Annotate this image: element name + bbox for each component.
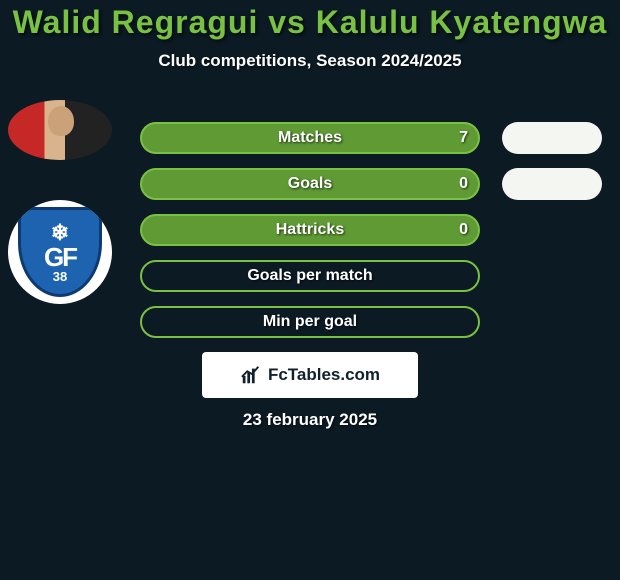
avatar-column: ❄ GF 38	[8, 100, 112, 304]
stat-left-value: 0	[459, 221, 468, 239]
stat-label: Goals	[288, 175, 332, 193]
brand-text: FcTables.com	[268, 365, 380, 385]
stat-label: Min per goal	[263, 313, 357, 331]
club-abbrev: GF	[44, 244, 76, 270]
brand-box: FcTables.com	[202, 352, 418, 398]
pill-spacer	[502, 306, 602, 338]
pill-spacer	[502, 260, 602, 292]
stat-bar: Hattricks 0	[140, 214, 480, 246]
bar-chart-icon	[240, 364, 262, 386]
date-text: 23 february 2025	[243, 410, 377, 430]
page-subtitle: Club competitions, Season 2024/2025	[0, 51, 620, 71]
snowflake-icon: ❄	[51, 222, 69, 244]
stat-left-value: 0	[459, 175, 468, 193]
club-logo-shield: ❄ GF 38	[18, 207, 102, 297]
right-pills	[502, 122, 602, 338]
stat-bar: Goals per match	[140, 260, 480, 292]
stat-bar: Matches 7	[140, 122, 480, 154]
stat-bars: Matches 7 Goals 0 Hattricks 0 Goals per match M…	[140, 122, 480, 338]
stat-left-value: 7	[459, 129, 468, 147]
player-left-avatar	[8, 100, 112, 160]
stat-right-pill	[502, 168, 602, 200]
pill-spacer	[502, 214, 602, 246]
page-title: Walid Regragui vs Kalulu Kyatengwa	[0, 0, 620, 41]
stat-bar: Min per goal	[140, 306, 480, 338]
club-number: 38	[53, 270, 67, 283]
stat-right-pill	[502, 122, 602, 154]
player-right-avatar: ❄ GF 38	[8, 200, 112, 304]
stat-label: Hattricks	[276, 221, 344, 239]
stat-label: Matches	[278, 129, 342, 147]
stat-label: Goals per match	[247, 267, 372, 285]
stat-bar: Goals 0	[140, 168, 480, 200]
